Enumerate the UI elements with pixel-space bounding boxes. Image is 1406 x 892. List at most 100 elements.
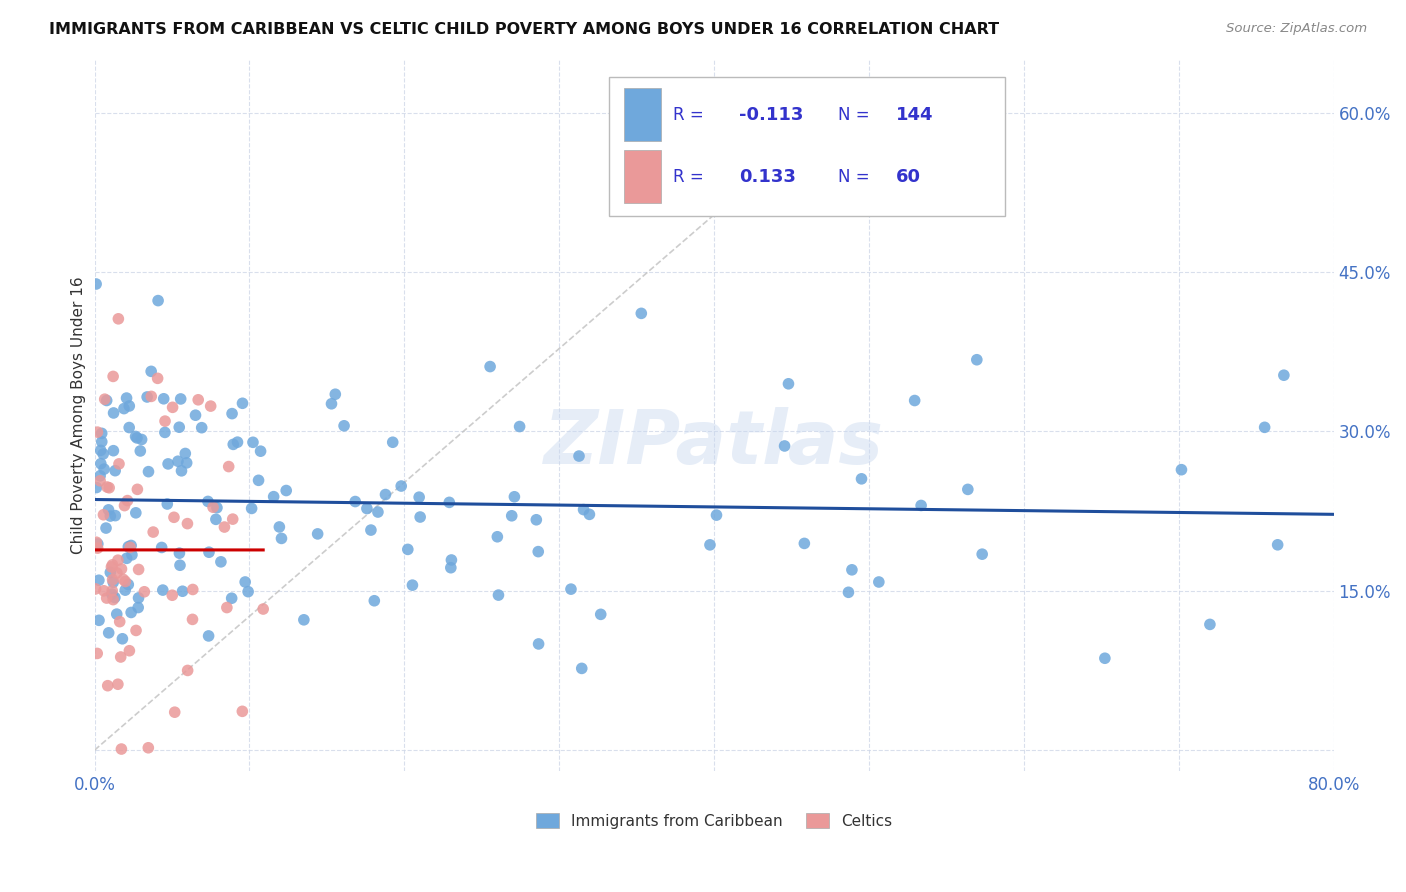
- Point: [162, 588, 184, 602]
- Point: [90, 434, 112, 449]
- Point: [778, 376, 800, 391]
- Point: [101, 583, 124, 598]
- Point: [87, 573, 110, 587]
- Point: [560, 582, 582, 596]
- Point: [321, 397, 343, 411]
- Point: [231, 396, 253, 410]
- Point: [114, 499, 136, 513]
- Point: [98, 566, 121, 580]
- Point: [851, 472, 873, 486]
- Point: [120, 606, 142, 620]
- Point: [153, 414, 176, 428]
- Point: [307, 527, 329, 541]
- Point: [110, 650, 132, 665]
- Point: [141, 389, 163, 403]
- Point: [91, 447, 114, 461]
- Point: [233, 574, 256, 589]
- Point: [396, 542, 419, 557]
- Point: [276, 483, 298, 498]
- Point: [98, 481, 121, 495]
- Point: [221, 407, 243, 421]
- Point: [107, 553, 129, 567]
- Point: [202, 500, 225, 515]
- Point: [218, 459, 240, 474]
- Point: [86, 647, 108, 661]
- Point: [509, 419, 531, 434]
- Text: R =: R =: [673, 106, 704, 124]
- Point: [138, 465, 160, 479]
- Point: [181, 582, 204, 597]
- Point: [152, 583, 174, 598]
- Point: [292, 613, 315, 627]
- Point: [125, 431, 148, 445]
- Point: [479, 359, 502, 374]
- Point: [84, 582, 107, 596]
- Point: [200, 399, 222, 413]
- Point: [86, 425, 108, 439]
- Point: [181, 612, 204, 626]
- Point: [112, 401, 135, 416]
- Text: IMMIGRANTS FROM CARIBBEAN VS CELTIC CHILD POVERTY AMONG BOYS UNDER 16 CORRELATIO: IMMIGRANTS FROM CARIBBEAN VS CELTIC CHIL…: [49, 22, 1000, 37]
- Point: [527, 637, 550, 651]
- Point: [94, 521, 117, 535]
- Point: [152, 392, 174, 406]
- Point: [105, 607, 128, 621]
- Point: [115, 391, 138, 405]
- Point: [240, 501, 263, 516]
- Point: [114, 583, 136, 598]
- Point: [344, 494, 367, 508]
- Bar: [624, 150, 661, 203]
- Point: [197, 494, 219, 508]
- Point: [104, 591, 127, 605]
- Point: [89, 468, 111, 483]
- Point: [127, 600, 149, 615]
- Point: [118, 399, 141, 413]
- Point: [98, 509, 121, 524]
- Point: [524, 513, 547, 527]
- Point: [578, 508, 600, 522]
- Point: [841, 563, 863, 577]
- Point: [125, 506, 148, 520]
- Point: [1094, 651, 1116, 665]
- Point: [131, 433, 153, 447]
- Point: [127, 483, 149, 497]
- Point: [439, 495, 461, 509]
- Point: [323, 387, 346, 401]
- Point: [121, 548, 143, 562]
- Point: [105, 566, 128, 580]
- Point: [96, 393, 118, 408]
- Point: [176, 516, 198, 531]
- Point: [176, 456, 198, 470]
- Point: [966, 352, 988, 367]
- Point: [162, 401, 184, 415]
- Point: [868, 574, 890, 589]
- Point: [110, 562, 132, 576]
- Text: -0.113: -0.113: [740, 106, 803, 124]
- Point: [103, 406, 125, 420]
- Point: [146, 371, 169, 385]
- Point: [104, 464, 127, 478]
- Point: [117, 540, 139, 554]
- Legend: Immigrants from Caribbean, Celtics: Immigrants from Caribbean, Celtics: [530, 807, 898, 835]
- Point: [117, 493, 139, 508]
- Point: [356, 501, 378, 516]
- Point: [129, 444, 152, 458]
- Point: [231, 704, 253, 718]
- Point: [1199, 617, 1222, 632]
- Point: [134, 584, 156, 599]
- Point: [97, 679, 120, 693]
- Point: [86, 481, 108, 495]
- Point: [910, 499, 932, 513]
- Point: [172, 584, 194, 599]
- Point: [141, 364, 163, 378]
- Point: [401, 578, 423, 592]
- Point: [222, 437, 245, 451]
- Point: [97, 625, 120, 640]
- Point: [142, 524, 165, 539]
- Point: [270, 532, 292, 546]
- Point: [167, 420, 190, 434]
- Point: [93, 462, 115, 476]
- Point: [90, 457, 112, 471]
- Point: [572, 502, 595, 516]
- Point: [86, 541, 108, 555]
